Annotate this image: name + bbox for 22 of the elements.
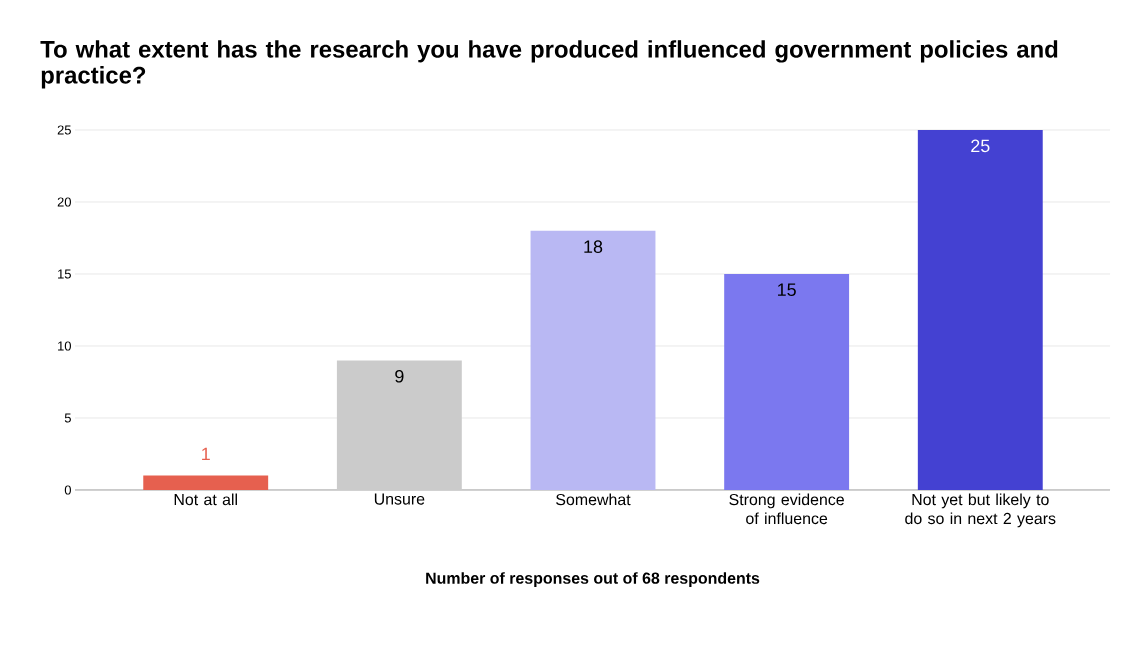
x-axis-title: Number of responses out of 68 respondents [426, 572, 760, 587]
data-label: 15 [778, 283, 796, 297]
data-label: 25 [971, 139, 990, 153]
y-tick-label: 15 [58, 269, 71, 279]
x-tick-label: Not yet but likely to do so in next 2 years [905, 493, 1056, 528]
data-label: 1 [202, 447, 210, 461]
y-tick-label: 10 [58, 341, 71, 351]
bar [724, 273, 850, 490]
data-label: 18 [584, 240, 603, 253]
x-tick-label: Not at all [174, 493, 237, 506]
x-tick-label: Somewhat [556, 493, 631, 506]
y-tick-label: 20 [57, 197, 71, 207]
data-label: 9 [395, 369, 404, 383]
y-tick-label: 25 [57, 125, 71, 135]
x-tick-label: Unsure [374, 493, 425, 505]
bar [917, 129, 1043, 490]
x-tick-label: Strong evidence of influence [729, 493, 844, 525]
y-tick-label: 0 [64, 485, 71, 495]
y-tick-label: 5 [64, 413, 71, 423]
bar [143, 475, 269, 490]
chart-title: To what extent has the research you have produced influenced government policies and practice? [40, 40, 1058, 89]
bar [530, 230, 656, 490]
